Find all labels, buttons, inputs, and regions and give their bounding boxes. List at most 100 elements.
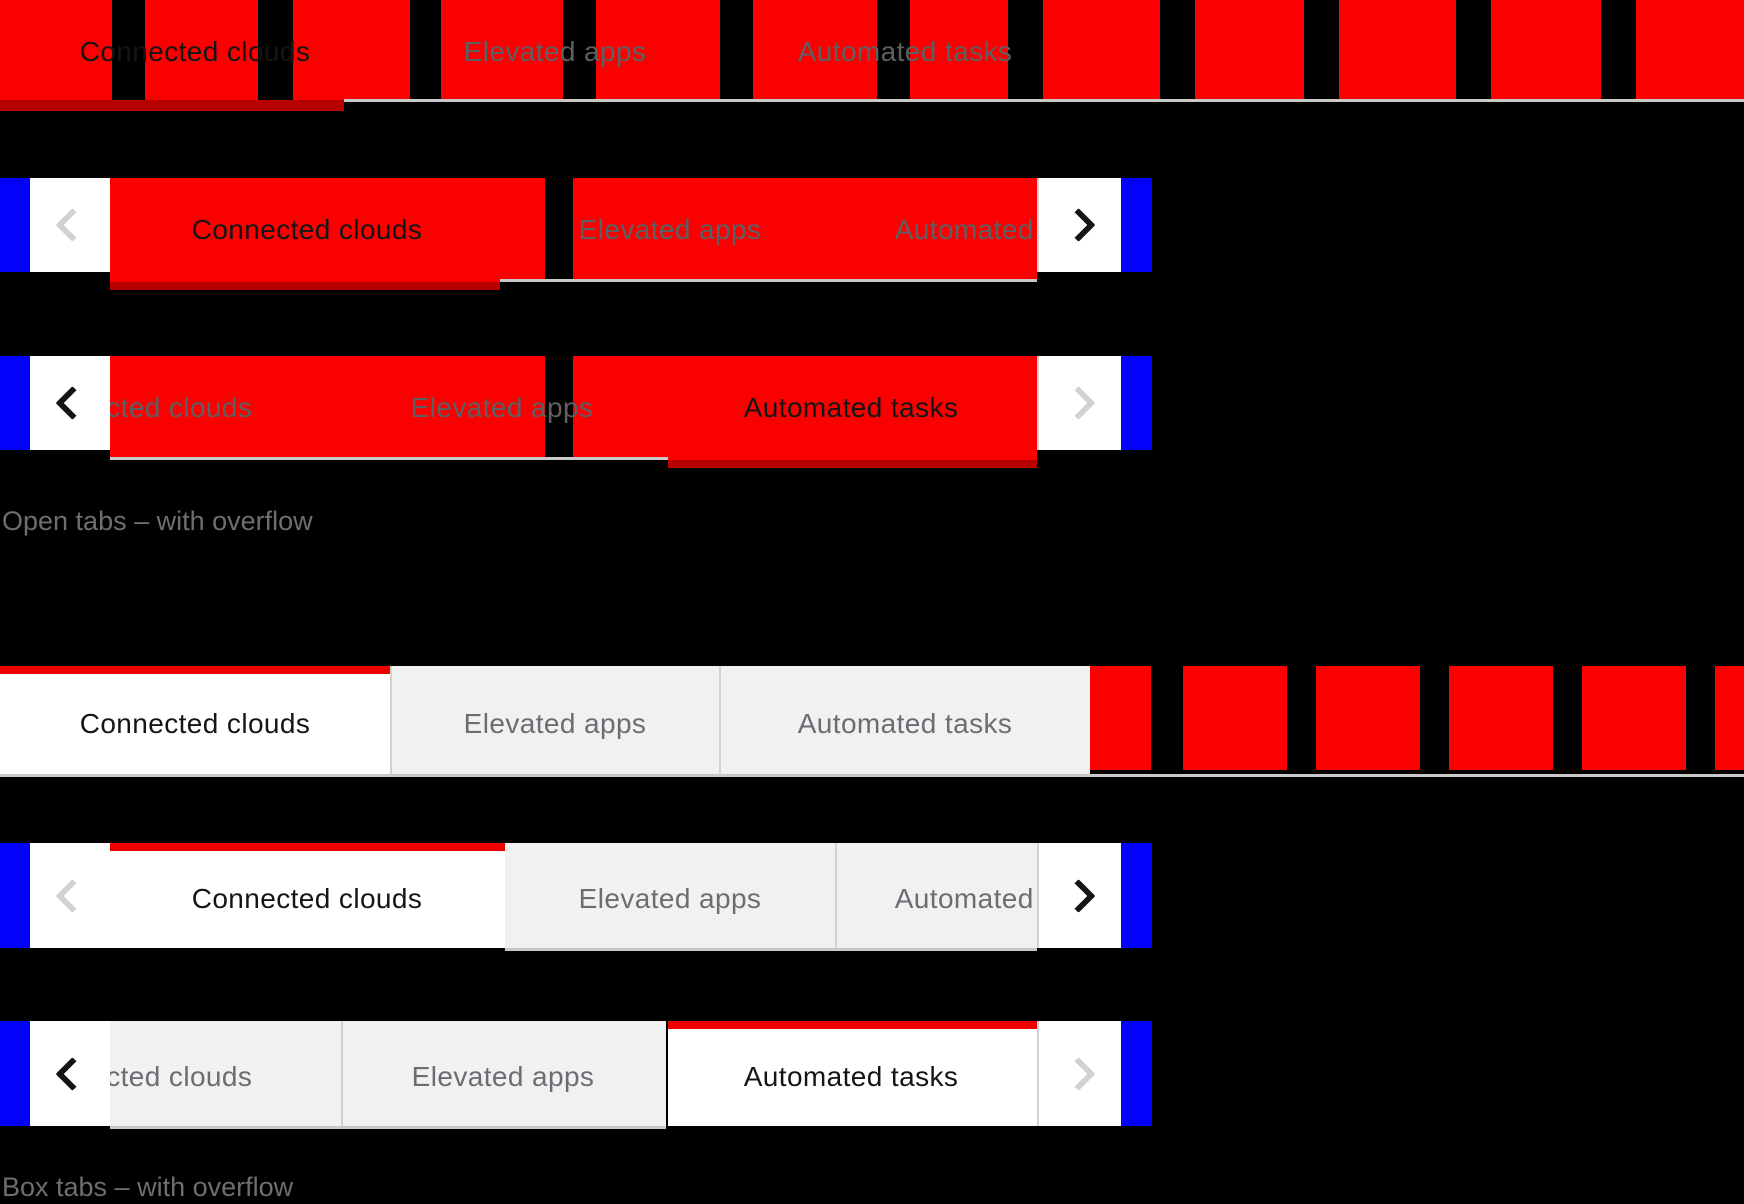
tab-connected-clouds[interactable] <box>0 666 390 774</box>
scroll-left-button[interactable] <box>30 356 112 450</box>
active-tab-underline <box>0 100 344 111</box>
chevron-right-icon <box>1061 386 1096 420</box>
tabbar-bottom-border <box>110 1126 666 1129</box>
tab-automated-tasks[interactable]: Automated tasks <box>797 36 1013 67</box>
tab-elevated-apps[interactable]: Elevated apps <box>578 214 762 245</box>
tab-automated-tasks[interactable]: Automated tasks <box>894 214 1037 245</box>
edge-spacing-annotation <box>0 843 30 948</box>
tab-elevated-apps[interactable] <box>390 666 720 774</box>
spacing-annotation <box>1183 666 1287 770</box>
active-tab-underline <box>110 282 500 290</box>
tabbar-bottom-border <box>344 99 1744 102</box>
tab-connected-clouds-label: Connected clouds <box>191 883 423 914</box>
chevron-left-icon <box>55 208 90 242</box>
tab-background[interactable] <box>110 1021 666 1126</box>
spacing-annotation <box>293 0 410 100</box>
chevron-left-icon <box>55 386 90 420</box>
tab-scroll-viewport: Connected clouds Elevated apps Automated… <box>110 178 1037 290</box>
spacing-annotation <box>753 0 877 100</box>
tabbar-bottom-border <box>110 457 668 460</box>
edge-spacing-annotation <box>0 356 30 450</box>
tab-background[interactable] <box>505 843 1037 948</box>
tab-automated-tasks[interactable]: Automated tasks <box>743 392 959 423</box>
tab-region-annotation[interactable] <box>573 178 1037 282</box>
edge-spacing-annotation <box>0 1021 30 1126</box>
active-tab-indicator <box>110 843 505 851</box>
spacing-annotation <box>1339 0 1456 100</box>
tab-connected-clouds[interactable]: Connected clouds <box>191 214 423 245</box>
box-tabs-inline-row: Connected clouds Elevated apps Automated… <box>0 666 1744 778</box>
chevron-left-icon <box>55 878 90 913</box>
edge-spacing-annotation <box>1121 356 1152 450</box>
chevron-right-icon <box>1061 1056 1096 1091</box>
tab-scroll-viewport: Connected clouds Elevated apps Automated… <box>110 356 1037 468</box>
chevron-left-icon <box>55 1056 90 1091</box>
chevron-right-icon <box>1061 208 1096 242</box>
edge-spacing-annotation <box>0 178 30 272</box>
tab-elevated-apps-label: Elevated apps <box>411 1061 595 1092</box>
spacing-annotation <box>1715 666 1744 770</box>
active-tab-indicator <box>668 1021 1037 1029</box>
active-tab-underline <box>668 460 1037 468</box>
tab-elevated-apps[interactable]: Elevated apps <box>410 392 594 423</box>
tab-region-annotation[interactable] <box>110 178 545 282</box>
tab-connected-clouds[interactable]: Connected clouds <box>110 392 253 423</box>
tab-separator <box>341 1021 343 1126</box>
tabbar-bottom-border <box>0 774 1744 777</box>
tab-separator <box>719 666 721 774</box>
spacing-annotation <box>145 0 258 100</box>
section-label-open-tabs: Open tabs – with overflow <box>2 506 313 536</box>
open-tabs-inline-row: Connected clouds Elevated apps Automated… <box>0 0 1744 112</box>
scroll-left-button[interactable] <box>30 843 112 948</box>
tab-region-annotation[interactable] <box>573 356 1037 460</box>
tab-connected-clouds[interactable]: Connected clouds <box>79 36 311 67</box>
tab-region-annotation[interactable] <box>110 356 545 460</box>
tabbar-bottom-border <box>500 279 1037 282</box>
spacing-annotation <box>1043 0 1160 100</box>
scroll-right-button[interactable] <box>1037 1021 1123 1126</box>
spacing-annotation <box>1090 666 1151 770</box>
tab-separator <box>390 666 392 774</box>
spacing-annotation <box>1195 0 1304 100</box>
scroll-right-button[interactable] <box>1037 843 1123 948</box>
chevron-right-icon <box>1061 878 1096 913</box>
box-tabs-overflow-end-row: Connected clouds Elevated apps Automated… <box>0 1021 1152 1133</box>
spacing-annotation <box>596 0 720 100</box>
tab-automated-tasks-label: Automated tasks <box>743 1061 959 1092</box>
tab-connected-clouds-label: Connected clouds <box>110 1061 253 1092</box>
tab-elevated-apps-label: Elevated apps <box>578 883 762 914</box>
section-label-box-tabs: Box tabs – with overflow <box>2 1172 294 1202</box>
spacing-annotation <box>0 0 112 100</box>
tab-automated-tasks[interactable] <box>720 666 1090 774</box>
tab-scroll-viewport: Connected clouds Elevated apps Automated… <box>110 843 1037 955</box>
spacing-annotation <box>1491 0 1601 100</box>
tab-elevated-apps[interactable]: Elevated apps <box>463 36 647 67</box>
edge-spacing-annotation <box>1121 843 1152 948</box>
edge-spacing-annotation <box>1121 178 1152 272</box>
tab-connected-clouds-label: Connected clouds <box>79 708 311 739</box>
tabbar-bottom-border <box>505 948 1037 951</box>
tab-automated-tasks-label: Automated tasks <box>894 883 1037 914</box>
spacing-annotation <box>1449 666 1553 770</box>
scroll-right-button[interactable] <box>1037 178 1123 272</box>
scroll-left-button[interactable] <box>30 178 112 272</box>
tab-automated-tasks[interactable] <box>668 1021 1037 1126</box>
scroll-right-button[interactable] <box>1037 356 1123 450</box>
tab-elevated-apps-label: Elevated apps <box>463 708 647 739</box>
spacing-annotation <box>910 0 1008 100</box>
open-tabs-overflow-end-row: Connected clouds Elevated apps Automated… <box>0 356 1152 468</box>
tab-scroll-viewport: Connected clouds Elevated apps Automated… <box>110 1021 1037 1133</box>
spacing-annotation <box>1316 666 1420 770</box>
open-tabs-overflow-start-row: Connected clouds Elevated apps Automated… <box>0 178 1152 290</box>
spacing-annotation <box>1636 0 1744 100</box>
spacing-annotation <box>441 0 563 100</box>
scroll-left-button[interactable] <box>30 1021 112 1126</box>
tab-connected-clouds[interactable] <box>110 843 505 948</box>
spacing-annotation <box>1582 666 1686 770</box>
box-tabs-overflow-start-row: Connected clouds Elevated apps Automated… <box>0 843 1152 955</box>
tab-automated-tasks-label: Automated tasks <box>797 708 1013 739</box>
edge-spacing-annotation <box>1121 1021 1152 1126</box>
tab-separator <box>835 843 837 948</box>
active-tab-indicator <box>0 666 390 674</box>
